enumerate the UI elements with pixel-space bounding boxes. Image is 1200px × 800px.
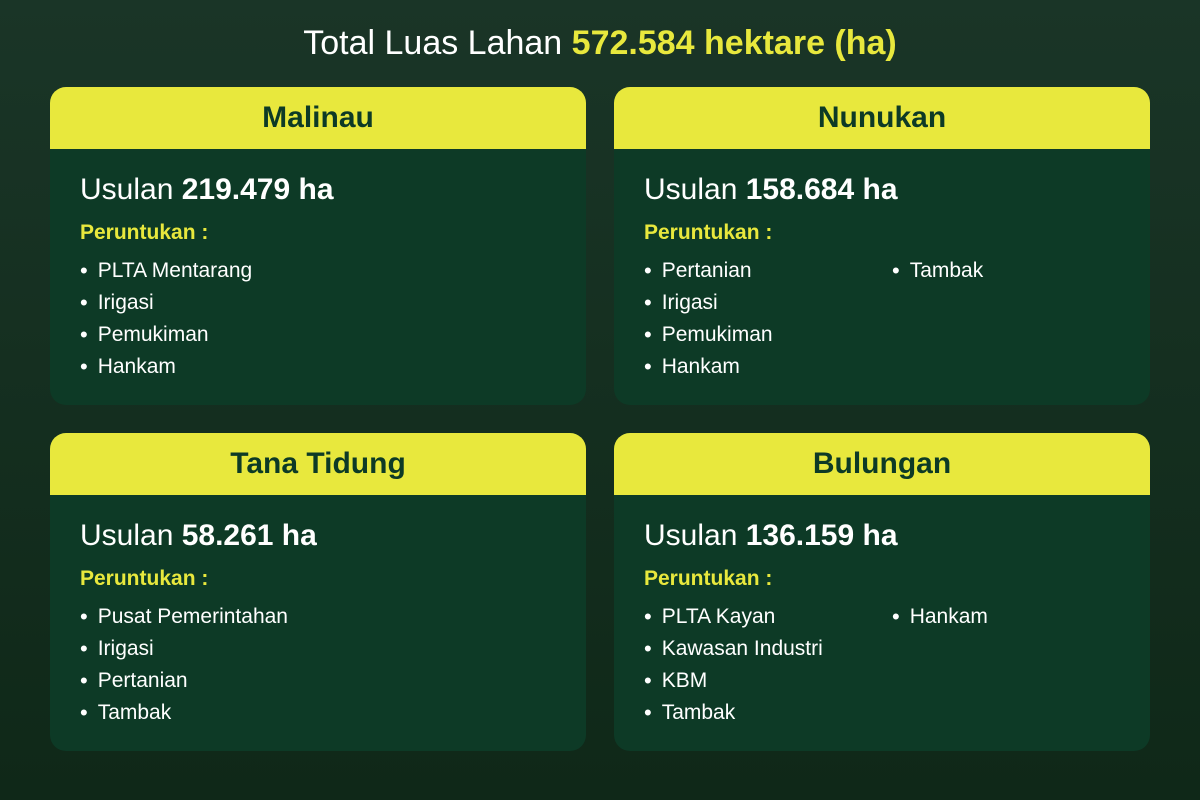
list-item: Tambak: [892, 255, 1120, 287]
card-body: Usulan 158.684 ha Peruntukan : Pertanian…: [614, 149, 1150, 405]
card-title: Malinau: [50, 87, 586, 149]
card-body: Usulan 136.159 ha Peruntukan : PLTA Kaya…: [614, 495, 1150, 751]
list-item: Irigasi: [644, 287, 872, 319]
list-item: Pertanian: [80, 665, 556, 697]
usulan-label: Usulan: [644, 173, 746, 206]
usulan-value: 58.261 ha: [182, 519, 317, 552]
peruntukan-list: Pertanian Tambak Irigasi x Pemukiman x H…: [644, 255, 1120, 383]
list-item: KBM: [644, 665, 872, 697]
list-item: Irigasi: [80, 287, 556, 319]
usulan-label: Usulan: [80, 519, 182, 552]
list-item: Kawasan Industri: [644, 633, 872, 665]
page-title: Total Luas Lahan 572.584 hektare (ha): [50, 24, 1150, 63]
peruntukan-label: Peruntukan :: [80, 567, 556, 591]
list-item: Hankam: [644, 351, 872, 383]
usulan-line: Usulan 219.479 ha: [80, 173, 556, 207]
card-title: Nunukan: [614, 87, 1150, 149]
list-item: Irigasi: [80, 633, 556, 665]
list-item: Pusat Pemerintahan: [80, 601, 556, 633]
card-tana-tidung: Tana Tidung Usulan 58.261 ha Peruntukan …: [50, 433, 586, 751]
usulan-label: Usulan: [644, 519, 746, 552]
card-bulungan: Bulungan Usulan 136.159 ha Peruntukan : …: [614, 433, 1150, 751]
usulan-line: Usulan 136.159 ha: [644, 519, 1120, 553]
card-body: Usulan 219.479 ha Peruntukan : PLTA Ment…: [50, 149, 586, 405]
usulan-value: 158.684 ha: [746, 173, 898, 206]
peruntukan-label: Peruntukan :: [80, 221, 556, 245]
list-item: PLTA Mentarang: [80, 255, 556, 287]
peruntukan-label: Peruntukan :: [644, 221, 1120, 245]
peruntukan-list: PLTA Mentarang Irigasi Pemukiman Hankam: [80, 255, 556, 383]
card-title: Bulungan: [614, 433, 1150, 495]
cards-grid: Malinau Usulan 219.479 ha Peruntukan : P…: [50, 87, 1150, 751]
usulan-value: 136.159 ha: [746, 519, 898, 552]
list-item: Tambak: [644, 697, 872, 729]
list-item: Pemukiman: [80, 319, 556, 351]
list-item: PLTA Kayan: [644, 601, 872, 633]
list-item: Tambak: [80, 697, 556, 729]
peruntukan-label: Peruntukan :: [644, 567, 1120, 591]
card-body: Usulan 58.261 ha Peruntukan : Pusat Peme…: [50, 495, 586, 751]
list-item: Hankam: [892, 601, 1120, 633]
card-title: Tana Tidung: [50, 433, 586, 495]
peruntukan-list: Pusat Pemerintahan Irigasi Pertanian Tam…: [80, 601, 556, 729]
header-prefix: Total Luas Lahan: [303, 24, 571, 62]
list-item: Pertanian: [644, 255, 872, 287]
card-nunukan: Nunukan Usulan 158.684 ha Peruntukan : P…: [614, 87, 1150, 405]
peruntukan-list: PLTA Kayan Hankam Kawasan Industri x KBM…: [644, 601, 1120, 729]
usulan-line: Usulan 58.261 ha: [80, 519, 556, 553]
header-highlight: 572.584 hektare (ha): [572, 24, 897, 62]
list-item: Pemukiman: [644, 319, 872, 351]
card-malinau: Malinau Usulan 219.479 ha Peruntukan : P…: [50, 87, 586, 405]
usulan-line: Usulan 158.684 ha: [644, 173, 1120, 207]
usulan-value: 219.479 ha: [182, 173, 334, 206]
list-item: Hankam: [80, 351, 556, 383]
usulan-label: Usulan: [80, 173, 182, 206]
